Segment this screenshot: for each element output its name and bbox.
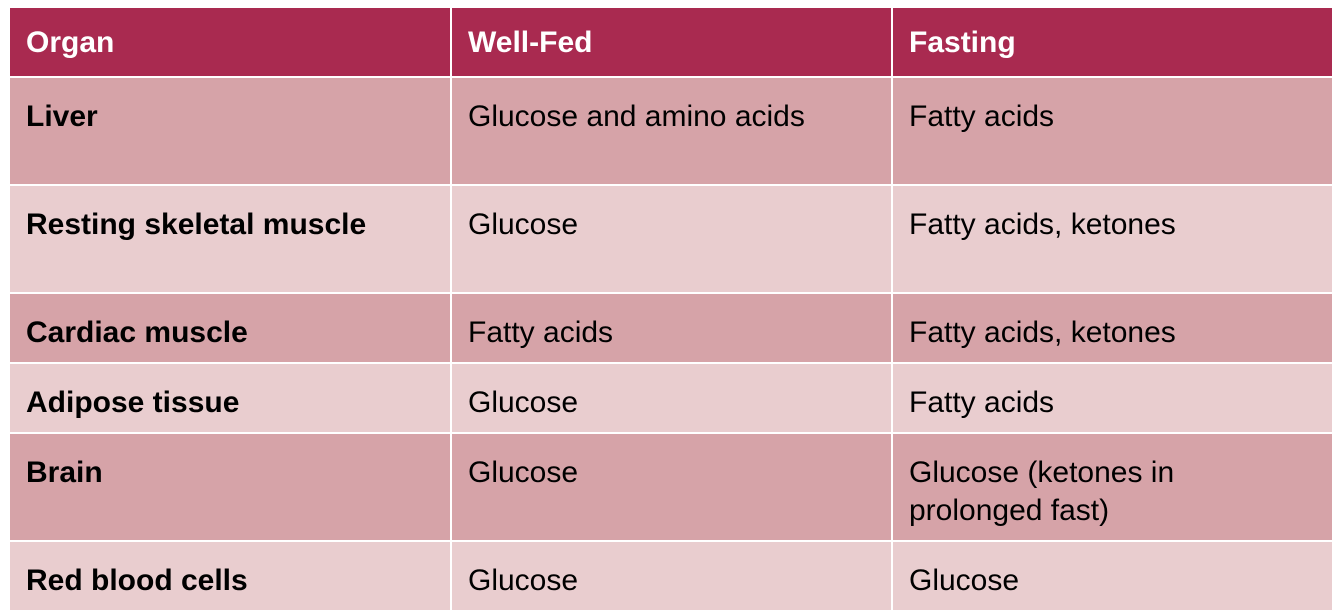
organ-cell: Adipose tissue bbox=[10, 363, 452, 434]
fuel-cell: Glucose (ketones in prolonged fast) bbox=[892, 433, 1334, 542]
table-row: Cardiac muscle Fatty acids Fatty acids, ke… bbox=[10, 293, 1334, 364]
fuel-cell: Fatty acids, ketones bbox=[892, 185, 1334, 294]
fuel-cell: Fatty acids, ketones bbox=[892, 293, 1334, 364]
table-row: Liver Glucose and amino acids Fatty acids bbox=[10, 77, 1334, 186]
table-container: Organ Well-Fed Fasting Liver Glucose and ami… bbox=[10, 8, 1334, 612]
organ-cell: Cardiac muscle bbox=[10, 293, 452, 364]
table-row: Resting skeletal muscle Glucose Fatty acid… bbox=[10, 185, 1334, 294]
fuel-cell: Glucose bbox=[892, 541, 1334, 612]
fuel-cell: Fatty acids bbox=[892, 363, 1334, 434]
fuel-cell: Glucose bbox=[451, 185, 893, 294]
fuel-cell: Glucose bbox=[451, 541, 893, 612]
table-row: Red blood cells Glucose Glucose bbox=[10, 541, 1334, 612]
organ-cell: Red blood cells bbox=[10, 541, 452, 612]
table-row: Brain Glucose Glucose (ketones in prolonge… bbox=[10, 433, 1334, 542]
fuel-cell: Fatty acids bbox=[892, 77, 1334, 186]
header-cell: Well-Fed bbox=[451, 8, 893, 78]
fuel-cell: Fatty acids bbox=[451, 293, 893, 364]
comparison-table: Organ Well-Fed Fasting Liver Glucose and ami… bbox=[10, 8, 1334, 612]
header-row: Organ Well-Fed Fasting bbox=[10, 8, 1334, 78]
fuel-cell: Glucose and amino acids bbox=[451, 77, 893, 186]
organ-cell: Brain bbox=[10, 433, 452, 542]
organ-cell: Resting skeletal muscle bbox=[10, 185, 452, 294]
fuel-cell: Glucose bbox=[451, 433, 893, 542]
header-cell: Fasting bbox=[892, 8, 1334, 78]
fuel-cell: Glucose bbox=[451, 363, 893, 434]
organ-cell: Liver bbox=[10, 77, 452, 186]
header-cell: Organ bbox=[10, 8, 452, 78]
table-row: Adipose tissue Glucose Fatty acids bbox=[10, 363, 1334, 434]
